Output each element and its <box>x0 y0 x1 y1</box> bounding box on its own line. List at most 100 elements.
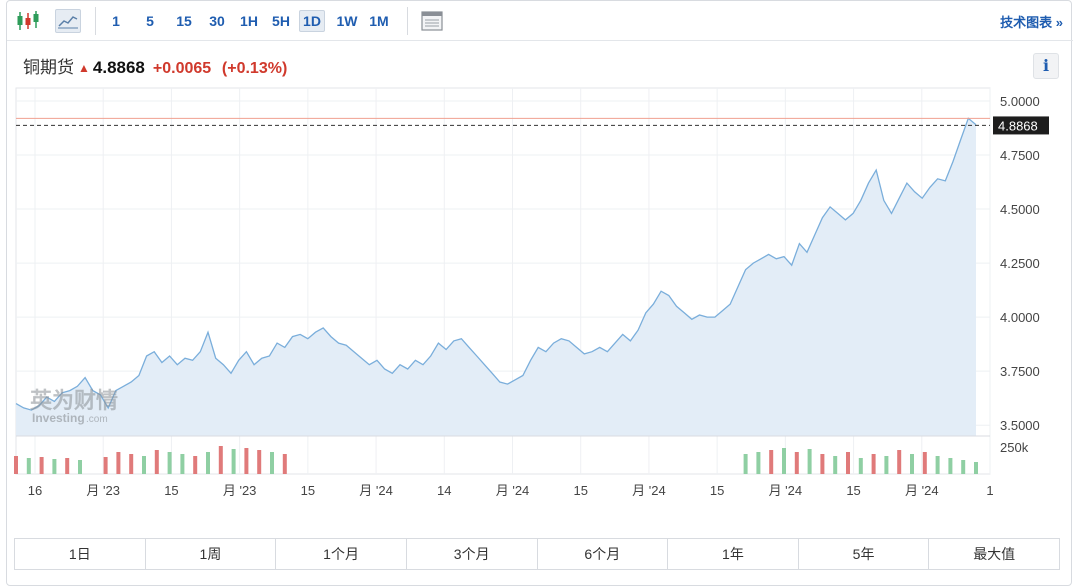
interval-button-1d[interactable]: 1D <box>299 10 325 32</box>
volume-bar <box>282 454 287 474</box>
volume-bar <box>833 456 838 474</box>
volume-bar <box>206 452 210 474</box>
volume-bar <box>884 456 889 474</box>
candlestick-icon[interactable] <box>15 9 41 33</box>
y-tick-label: 3.7500 <box>1000 364 1040 379</box>
x-tick-label: 14 <box>437 483 451 498</box>
volume-bar <box>756 452 761 474</box>
volume-bar <box>257 450 262 474</box>
volume-bar <box>167 452 172 474</box>
x-tick-label: 15 <box>573 483 587 498</box>
volume-bar <box>807 449 812 474</box>
x-tick-label: 15 <box>846 483 860 498</box>
volume-axis-label: 250k <box>1000 440 1029 455</box>
time-range-bar: 1日 1周 1个月 3个月 6个月 1年 5年 最大值 <box>14 538 1060 570</box>
y-tick-label: 4.0000 <box>1000 310 1040 325</box>
interval-button-15[interactable]: 15 <box>176 13 192 29</box>
x-tick-label: 月 '24 <box>359 483 393 498</box>
volume-bar <box>78 460 82 474</box>
x-tick-label: 月 '24 <box>769 483 803 498</box>
watermark-brand-suffix: .com <box>86 414 108 425</box>
x-tick-label: 月 '23 <box>223 483 257 498</box>
volume-bar <box>782 448 786 474</box>
x-tick-label: 15 <box>301 483 315 498</box>
range-button-0[interactable]: 1日 <box>15 539 146 569</box>
interval-button-5[interactable]: 5 <box>146 13 154 29</box>
x-tick-label: 16 <box>28 483 42 498</box>
y-tick-label: 5.0000 <box>1000 94 1040 109</box>
x-tick-label: 月 '24 <box>905 483 939 498</box>
price-change-percent: (+0.13%) <box>221 60 288 77</box>
y-tick-label: 4.2500 <box>1000 256 1040 271</box>
volume-bar <box>129 454 134 474</box>
last-price-tag <box>993 116 1049 135</box>
last-price: 4.8868 <box>92 58 145 77</box>
toolbar-divider <box>407 7 408 35</box>
volume-bar <box>922 452 927 474</box>
up-arrow-icon: ▲ <box>78 61 90 75</box>
watermark-title: 英为财情 <box>30 388 118 414</box>
volume-bar <box>180 454 185 474</box>
volume-bar <box>910 454 914 474</box>
volume-bar <box>769 450 774 474</box>
instrument-name: 铜期货 <box>23 58 74 77</box>
watermark-brand: Investing <box>32 411 85 425</box>
price-line <box>15 117 977 411</box>
range-button-5[interactable]: 1年 <box>668 539 799 569</box>
interval-button-30[interactable]: 30 <box>209 13 225 29</box>
y-tick-label: 4.7500 <box>1000 148 1040 163</box>
volume-bar <box>244 448 249 474</box>
volume-bar <box>961 460 966 474</box>
volume-bar <box>26 458 31 474</box>
volume-bar <box>39 457 44 474</box>
volume-bar <box>231 449 236 474</box>
range-button-2[interactable]: 1个月 <box>276 539 407 569</box>
volume-bar <box>858 458 863 474</box>
tech-chart-link[interactable]: 技术图表 » <box>1000 15 1063 30</box>
interval-button-1[interactable]: 1 <box>112 13 120 29</box>
info-button[interactable]: i <box>1033 53 1059 79</box>
range-button-3[interactable]: 3个月 <box>407 539 538 569</box>
volume-bar <box>218 446 223 474</box>
last-price-tag-label: 4.8868 <box>998 118 1038 133</box>
volume-bar <box>154 450 159 474</box>
range-button-4[interactable]: 6个月 <box>538 539 669 569</box>
volume-bar <box>65 458 70 474</box>
x-tick-label: 月 '23 <box>86 483 120 498</box>
volume-bar <box>948 458 953 474</box>
volume-bar <box>935 456 940 474</box>
price-area <box>16 118 976 437</box>
volume-bar <box>820 454 825 474</box>
volume-bar <box>794 452 799 474</box>
x-tick-label: 1 <box>986 483 993 498</box>
price-change: +0.0065 <box>152 60 212 77</box>
y-tick-label: 3.5000 <box>1000 418 1040 433</box>
volume-bar <box>116 452 121 474</box>
range-button-1[interactable]: 1周 <box>146 539 277 569</box>
interval-button-1m[interactable]: 1M <box>369 13 389 29</box>
interval-button-5h[interactable]: 5H <box>272 13 290 29</box>
range-button-7[interactable]: 最大值 <box>973 546 1016 562</box>
x-tick-label: 月 '24 <box>496 483 530 498</box>
x-tick-label: 月 '24 <box>632 483 666 498</box>
y-tick-label: 4.5000 <box>1000 202 1040 217</box>
chart-toolbar: 1 5 15 30 1H 5H 1D 1W 1M 技术图表 » <box>7 1 1073 41</box>
interval-button-1h[interactable]: 1H <box>240 13 258 29</box>
volume-bar <box>52 459 57 474</box>
volume-bar <box>103 457 108 474</box>
volume-bar <box>897 450 902 474</box>
calendar-icon[interactable] <box>419 9 445 33</box>
volume-bar <box>871 454 876 474</box>
price-chart: 5.0000 4.7500 4.5000 4.2500 4.0000 3.7500 3.50… <box>14 87 1049 498</box>
quote-header: 铜期货 ▲ 4.8868 +0.0065 (+0.13%) <box>23 53 287 78</box>
range-button-6[interactable]: 5年 <box>799 539 930 569</box>
volume-bar <box>193 456 198 474</box>
x-tick-label: 15 <box>164 483 178 498</box>
interval-button-1w[interactable]: 1W <box>336 13 358 29</box>
toolbar-divider <box>95 7 96 35</box>
x-tick-label: 15 <box>710 483 724 498</box>
volume-bar <box>743 454 748 474</box>
volume-bar <box>270 452 274 474</box>
area-chart-icon[interactable] <box>55 9 81 33</box>
volume-bar <box>14 456 18 474</box>
